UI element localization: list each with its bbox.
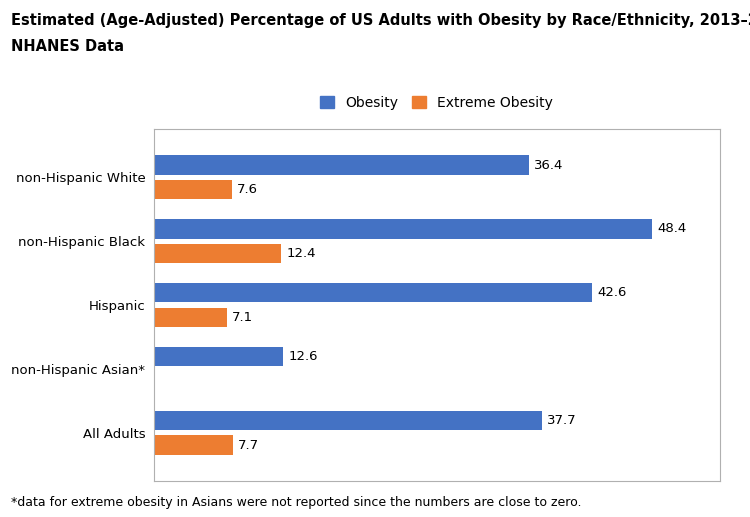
Text: *data for extreme obesity in Asians were not reported since the numbers are clos: *data for extreme obesity in Asians were… [11,496,582,509]
Bar [154,435,233,454]
Bar [154,283,592,302]
Bar [154,308,226,327]
Text: 42.6: 42.6 [598,286,627,299]
Bar [154,180,232,199]
Text: 48.4: 48.4 [657,222,686,235]
Bar [154,219,652,238]
Text: 37.7: 37.7 [547,414,577,427]
Text: 7.1: 7.1 [232,311,253,324]
Text: Estimated (Age-Adjusted) Percentage of US Adults with Obesity by Race/Ethnicity,: Estimated (Age-Adjusted) Percentage of U… [11,13,750,28]
Bar [154,244,281,263]
Text: NHANES Data: NHANES Data [11,39,125,54]
Text: 36.4: 36.4 [534,159,563,172]
Text: 12.6: 12.6 [289,351,318,363]
Legend: Obesity, Extreme Obesity: Obesity, Extreme Obesity [315,90,559,116]
Bar [154,347,284,367]
Bar [154,411,542,430]
Text: 12.4: 12.4 [286,247,316,260]
Text: 7.6: 7.6 [237,183,258,196]
Text: 7.7: 7.7 [238,438,260,451]
Bar [154,156,529,175]
